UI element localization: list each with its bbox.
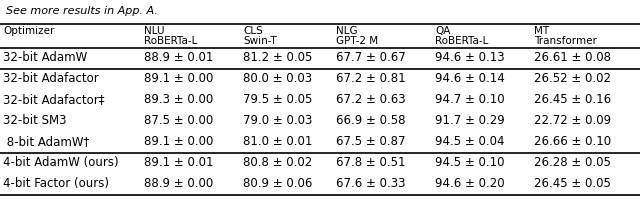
- Text: 8-bit AdamW†: 8-bit AdamW†: [3, 135, 90, 148]
- Text: 94.7 ± 0.10: 94.7 ± 0.10: [435, 93, 505, 106]
- Text: See more results in App. A.: See more results in App. A.: [6, 6, 158, 16]
- Text: 89.1 ± 0.00: 89.1 ± 0.00: [144, 72, 213, 85]
- Text: 32-bit Adafactor: 32-bit Adafactor: [3, 72, 99, 85]
- Text: 26.28 ± 0.05: 26.28 ± 0.05: [534, 156, 611, 169]
- Text: 81.0 ± 0.01: 81.0 ± 0.01: [243, 135, 312, 148]
- Text: 66.9 ± 0.58: 66.9 ± 0.58: [336, 114, 406, 127]
- Text: 94.5 ± 0.10: 94.5 ± 0.10: [435, 156, 505, 169]
- Text: NLG: NLG: [336, 26, 358, 36]
- Text: 67.7 ± 0.67: 67.7 ± 0.67: [336, 51, 406, 64]
- Text: 89.3 ± 0.00: 89.3 ± 0.00: [144, 93, 213, 106]
- Text: 94.6 ± 0.14: 94.6 ± 0.14: [435, 72, 505, 85]
- Text: 79.0 ± 0.03: 79.0 ± 0.03: [243, 114, 312, 127]
- Text: 22.72 ± 0.09: 22.72 ± 0.09: [534, 114, 612, 127]
- Text: CLS: CLS: [243, 26, 263, 36]
- Text: 80.9 ± 0.06: 80.9 ± 0.06: [243, 177, 312, 190]
- Text: 67.8 ± 0.51: 67.8 ± 0.51: [336, 156, 406, 169]
- Text: 89.1 ± 0.00: 89.1 ± 0.00: [144, 135, 213, 148]
- Text: 32-bit Adafactor‡: 32-bit Adafactor‡: [3, 93, 105, 106]
- Text: 67.2 ± 0.63: 67.2 ± 0.63: [336, 93, 406, 106]
- Text: 91.7 ± 0.29: 91.7 ± 0.29: [435, 114, 505, 127]
- Text: 32-bit AdamW: 32-bit AdamW: [3, 51, 88, 64]
- Text: 4-bit Factor (ours): 4-bit Factor (ours): [3, 177, 109, 190]
- Text: 26.66 ± 0.10: 26.66 ± 0.10: [534, 135, 612, 148]
- Text: 26.45 ± 0.16: 26.45 ± 0.16: [534, 93, 612, 106]
- Text: GPT-2 M: GPT-2 M: [336, 36, 378, 46]
- Text: 88.9 ± 0.00: 88.9 ± 0.00: [144, 177, 213, 190]
- Text: 26.61 ± 0.08: 26.61 ± 0.08: [534, 51, 611, 64]
- Text: 94.5 ± 0.04: 94.5 ± 0.04: [435, 135, 505, 148]
- Text: 80.8 ± 0.02: 80.8 ± 0.02: [243, 156, 312, 169]
- Text: RoBERTa-L: RoBERTa-L: [144, 36, 197, 46]
- Text: 67.6 ± 0.33: 67.6 ± 0.33: [336, 177, 406, 190]
- Text: 81.2 ± 0.05: 81.2 ± 0.05: [243, 51, 312, 64]
- Text: 89.1 ± 0.01: 89.1 ± 0.01: [144, 156, 214, 169]
- Text: QA: QA: [435, 26, 451, 36]
- Text: MT: MT: [534, 26, 550, 36]
- Text: 94.6 ± 0.20: 94.6 ± 0.20: [435, 177, 505, 190]
- Text: NLU: NLU: [144, 26, 164, 36]
- Text: 80.0 ± 0.03: 80.0 ± 0.03: [243, 72, 312, 85]
- Text: 79.5 ± 0.05: 79.5 ± 0.05: [243, 93, 312, 106]
- Text: RoBERTa-L: RoBERTa-L: [435, 36, 488, 46]
- Text: Optimizer: Optimizer: [3, 26, 54, 36]
- Text: Transformer: Transformer: [534, 36, 597, 46]
- Text: 26.52 ± 0.02: 26.52 ± 0.02: [534, 72, 611, 85]
- Text: 4-bit AdamW (ours): 4-bit AdamW (ours): [3, 156, 119, 169]
- Text: Swin-T: Swin-T: [243, 36, 277, 46]
- Text: 67.2 ± 0.81: 67.2 ± 0.81: [336, 72, 406, 85]
- Text: 32-bit SM3: 32-bit SM3: [3, 114, 67, 127]
- Text: 88.9 ± 0.01: 88.9 ± 0.01: [144, 51, 213, 64]
- Text: 67.5 ± 0.87: 67.5 ± 0.87: [336, 135, 406, 148]
- Text: 94.6 ± 0.13: 94.6 ± 0.13: [435, 51, 505, 64]
- Text: 87.5 ± 0.00: 87.5 ± 0.00: [144, 114, 213, 127]
- Text: 26.45 ± 0.05: 26.45 ± 0.05: [534, 177, 611, 190]
